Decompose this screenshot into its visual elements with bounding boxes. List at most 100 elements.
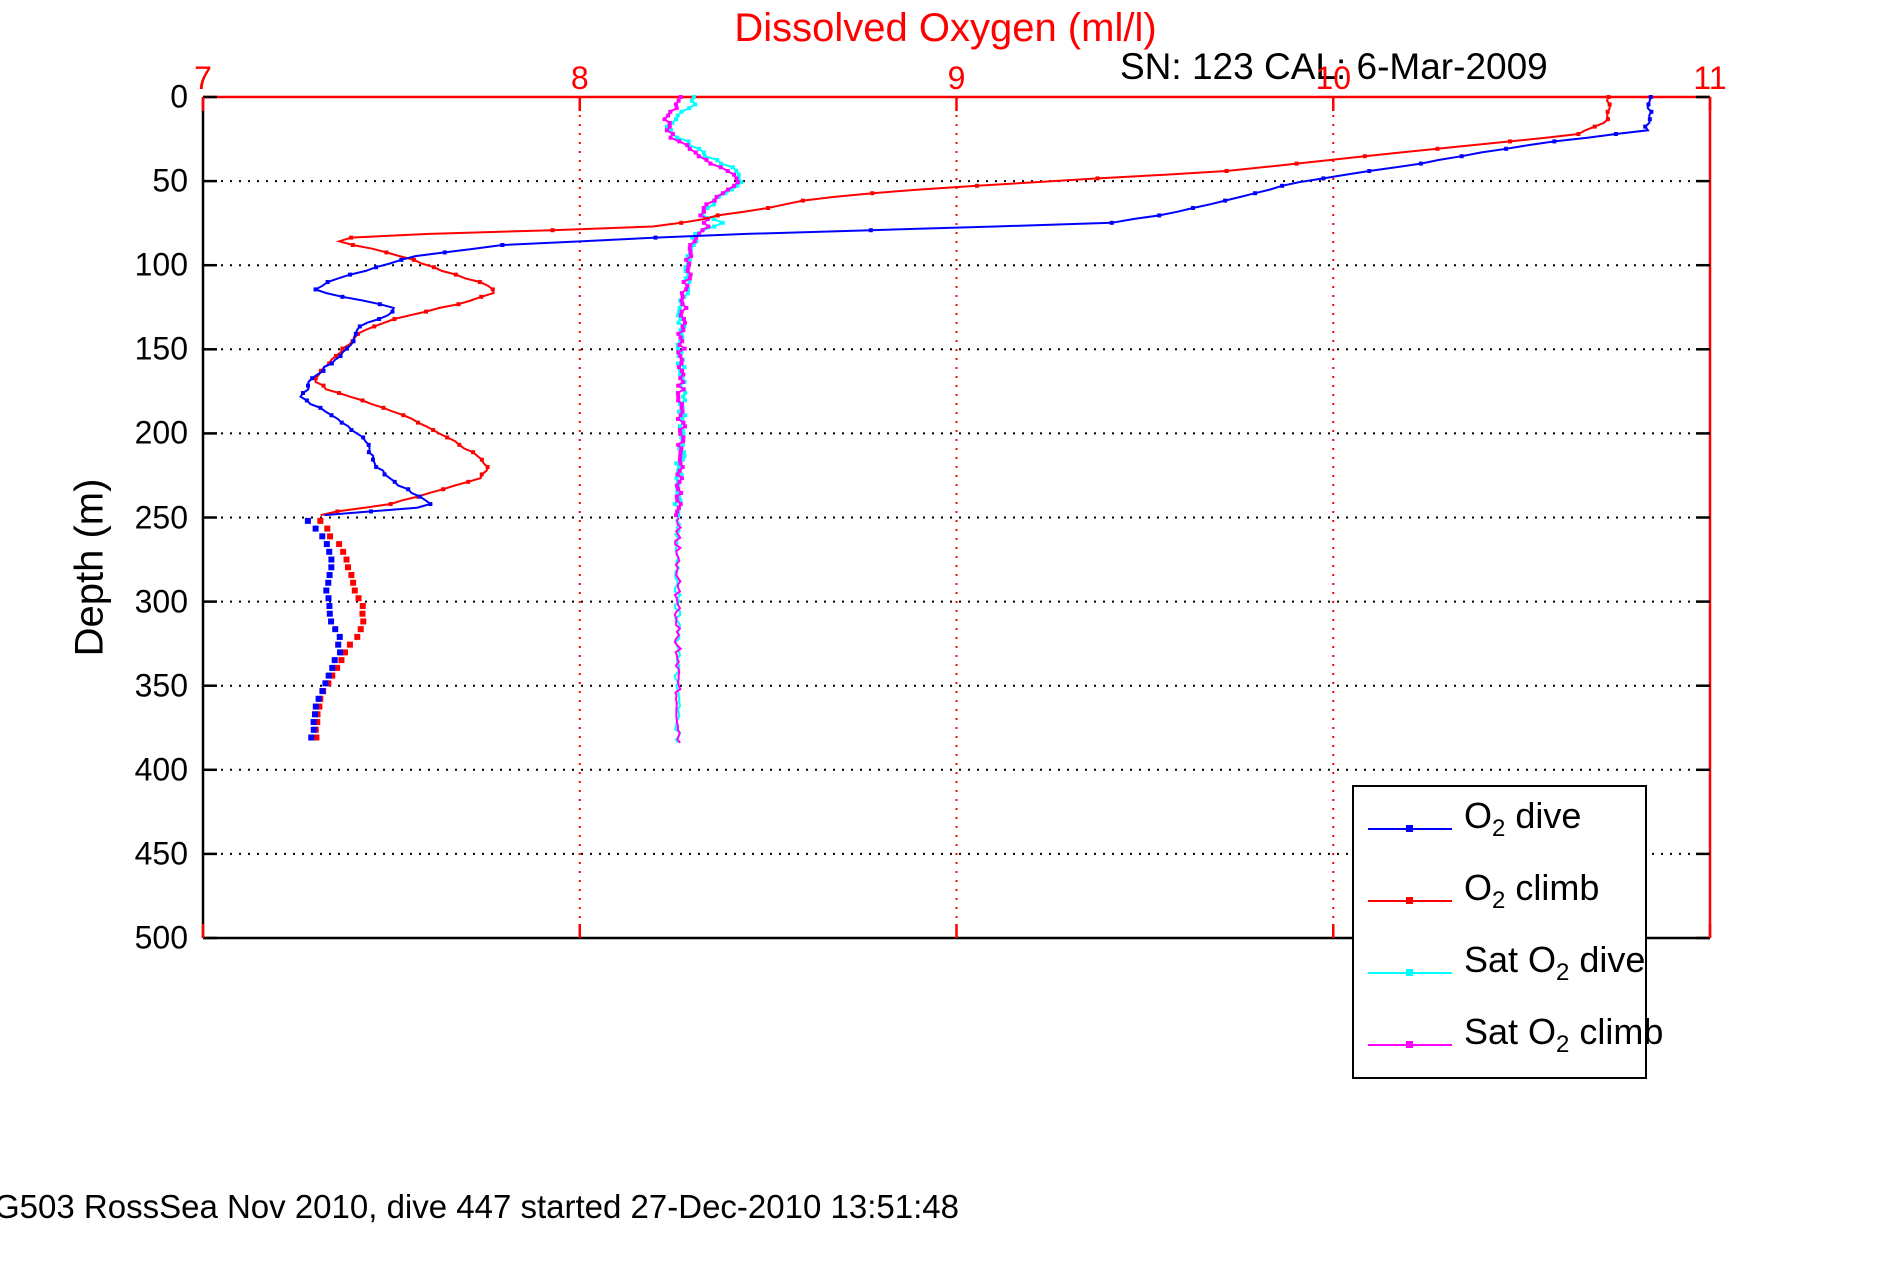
data-point [736,176,741,181]
data-point [711,217,716,222]
data-point [377,317,382,322]
data-point [680,302,685,307]
data-point [685,283,690,288]
data-point [350,579,357,586]
data-point [318,405,323,410]
data-point [328,618,335,625]
data-point [677,428,682,433]
data-point [313,376,318,381]
data-point [674,117,679,122]
data-point [675,509,680,514]
data-point [720,220,725,225]
data-point [680,416,685,421]
legend-label-prefix: O [1464,867,1493,908]
data-point [343,556,350,563]
data-point [1605,117,1610,122]
legend-item-sat-o2-dive[interactable]: Sat O2 dive [1354,931,1645,1003]
data-point [734,169,739,174]
data-point [334,664,341,671]
series-sat-o2-climb [662,95,740,518]
data-point [368,509,373,514]
data-point [679,291,684,296]
data-point [1606,95,1611,99]
data-point [701,220,706,225]
data-point [326,610,333,617]
data-point [681,435,686,440]
data-point [431,265,436,270]
data-point [359,610,366,617]
y-tick-label-100: 100 [134,246,188,283]
data-point [416,420,421,425]
data-point [680,294,685,299]
data-point [689,98,694,103]
legend-marker-sat-o2-dive [1406,969,1413,976]
legend: O2 dive O2 climb Sat O2 dive Sat O2 climb [1352,785,1663,1079]
data-point [688,250,693,255]
data-point [676,442,681,447]
data-point [711,202,716,207]
data-point [424,309,429,314]
legend-item-o2-climb[interactable]: O2 climb [1354,859,1645,931]
data-point [672,502,677,507]
data-point [679,361,684,366]
data-point [319,688,326,695]
legend-label-prefix: Sat O [1464,1011,1557,1052]
data-point [735,183,740,188]
data-point [690,235,695,240]
data-point [1190,206,1195,211]
data-point [712,198,717,203]
data-point [683,413,688,418]
data-point [674,513,679,518]
y-tick-label-400: 400 [134,751,188,788]
data-point [1224,169,1229,174]
data-point [712,224,717,229]
data-point [337,649,344,656]
data-point [688,272,693,277]
data-point [1459,154,1464,159]
data-point [704,157,709,162]
y-tick-label-200: 200 [134,414,188,451]
legend-item-sat-o2-climb[interactable]: Sat O2 climb [1354,1003,1663,1075]
x-tick-label-9: 9 [947,60,966,96]
data-point [676,350,681,355]
data-point [679,309,684,314]
data-point [667,124,672,129]
data-point [726,187,731,192]
data-point [697,146,702,151]
data-point [326,548,333,555]
data-point [340,346,345,351]
data-point [668,109,673,114]
data-point [679,331,684,336]
data-point [681,394,686,399]
data-point [679,405,684,410]
data-point [664,124,669,129]
data-point [313,734,320,741]
data-point [479,472,484,477]
data-point [678,376,683,381]
sensor-annotation: SN: 123 CAL: 6-Mar-2009 [1120,46,1548,87]
data-point [1508,139,1513,144]
data-point [678,328,683,333]
data-point [675,498,680,503]
data-point [325,579,332,586]
data-point [338,354,343,359]
data-point [326,602,333,609]
data-point [685,254,690,259]
data-point [701,150,706,155]
data-point [360,398,365,403]
data-point [725,169,730,174]
data-point [680,442,685,447]
data-point [340,294,345,299]
data-point [679,446,684,451]
data-point [677,479,682,484]
legend-item-o2-dive[interactable]: O2 dive [1354,787,1645,859]
data-point [664,128,669,133]
data-point [685,291,690,296]
data-point [680,339,685,344]
data-point [677,465,682,470]
data-point [399,257,404,262]
legend-label-prefix: O [1464,795,1493,836]
data-point [679,402,684,407]
data-point [1605,109,1610,114]
